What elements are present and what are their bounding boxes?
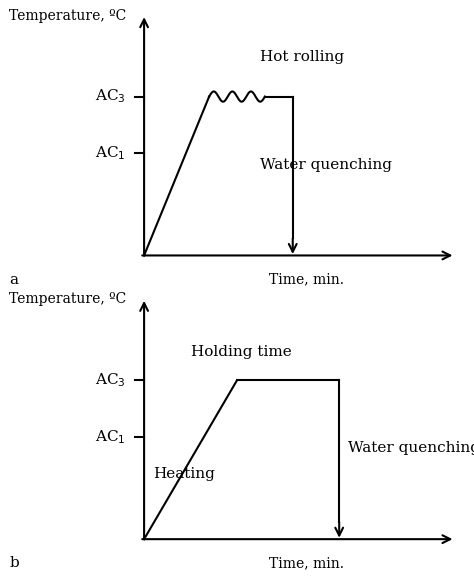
Text: AC$_1$: AC$_1$	[95, 428, 126, 446]
Text: a: a	[9, 273, 18, 287]
Text: Holding time: Holding time	[191, 345, 292, 359]
Text: AC$_1$: AC$_1$	[95, 145, 126, 162]
Text: Water quenching: Water quenching	[260, 157, 392, 171]
Text: Time, min.: Time, min.	[269, 556, 344, 570]
Text: AC$_3$: AC$_3$	[95, 372, 126, 389]
Text: AC$_3$: AC$_3$	[95, 88, 126, 105]
Text: b: b	[9, 556, 19, 570]
Text: Time, min.: Time, min.	[269, 273, 344, 287]
Text: Hot rolling: Hot rolling	[260, 50, 344, 64]
Text: Temperature, ºC: Temperature, ºC	[9, 9, 127, 23]
Text: Water quenching: Water quenching	[348, 441, 474, 455]
Text: Heating: Heating	[154, 467, 215, 481]
Text: Temperature, ºC: Temperature, ºC	[9, 292, 127, 306]
